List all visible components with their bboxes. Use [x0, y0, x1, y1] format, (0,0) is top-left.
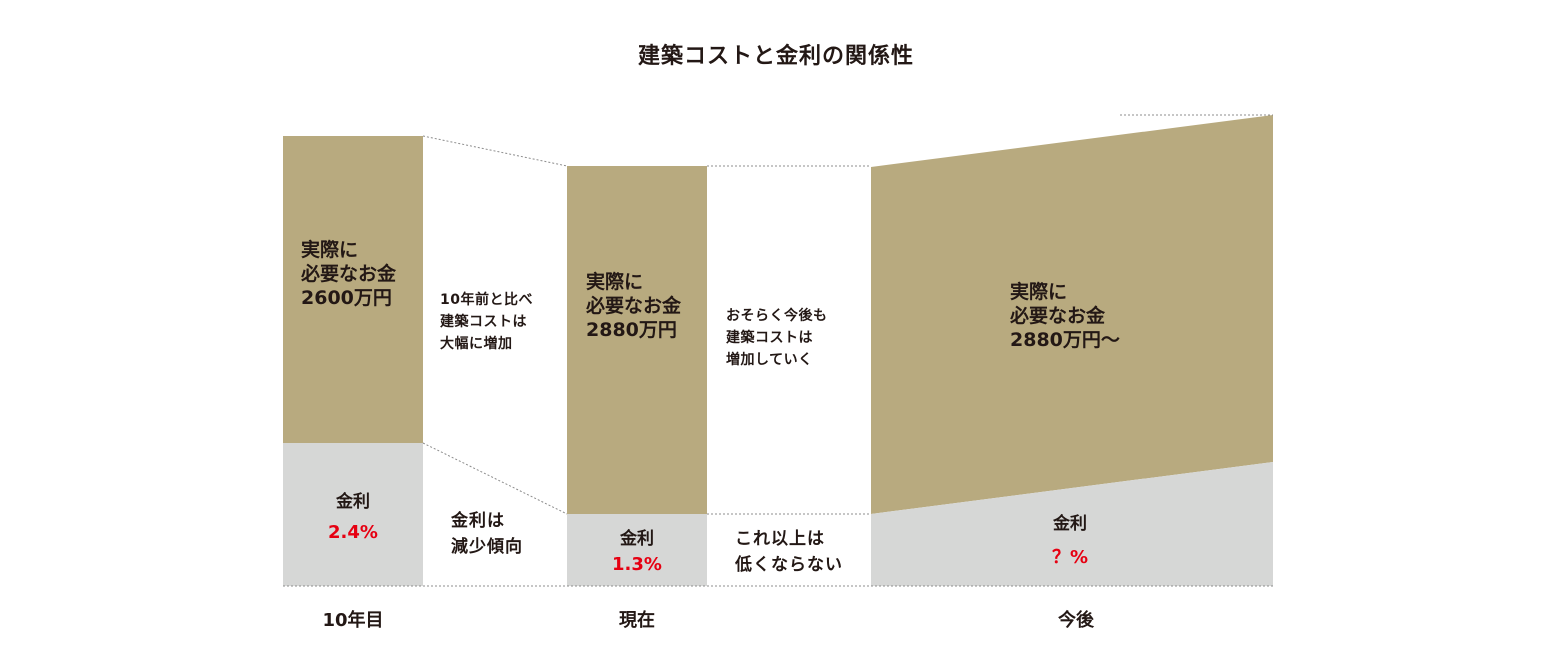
guide-line-rate-top-1: [422, 442, 568, 515]
rate-value-future: ？%: [1051, 547, 1089, 568]
transition-rate-note-2: これ以上は 低くならない: [735, 529, 843, 575]
transition-cost-note-2: おそらく今後も 建築コストは 増加していく: [726, 308, 828, 368]
rate-block-now: [567, 514, 707, 586]
rate-value-10yr: 2.4%: [328, 522, 378, 543]
rate-label-future: 金利: [1053, 514, 1087, 534]
cost-label-future: 実際に 必要なお金 2880万円〜: [1010, 281, 1120, 351]
rate-block-10yr: [283, 443, 423, 586]
transition-cost-note-1: 10年前と比べ 建築コストは 大幅に増加: [440, 292, 533, 352]
cost-block-10yr: [283, 136, 423, 443]
rate-value-now: 1.3%: [612, 554, 662, 575]
cost-block-future: [871, 115, 1273, 514]
period-label-future: 今後: [1058, 610, 1094, 631]
cost-label-now: 実際に 必要なお金 2880万円: [586, 271, 682, 341]
period-label-10yr: 10年目: [322, 610, 384, 631]
rate-label-10yr: 金利: [336, 492, 370, 512]
guide-line-cost-top-1: [422, 135, 568, 167]
rate-label-now: 金利: [620, 529, 654, 549]
transition-rate-note-1: 金利は 減少傾向: [451, 511, 523, 557]
cost-label-10yr: 実際に 必要なお金 2600万円: [301, 239, 397, 309]
cost-block-now: [567, 166, 707, 514]
period-label-now: 現在: [619, 610, 655, 631]
rate-block-future: [871, 462, 1273, 586]
diagram-title: 建築コストと金利の関係性: [637, 44, 914, 69]
